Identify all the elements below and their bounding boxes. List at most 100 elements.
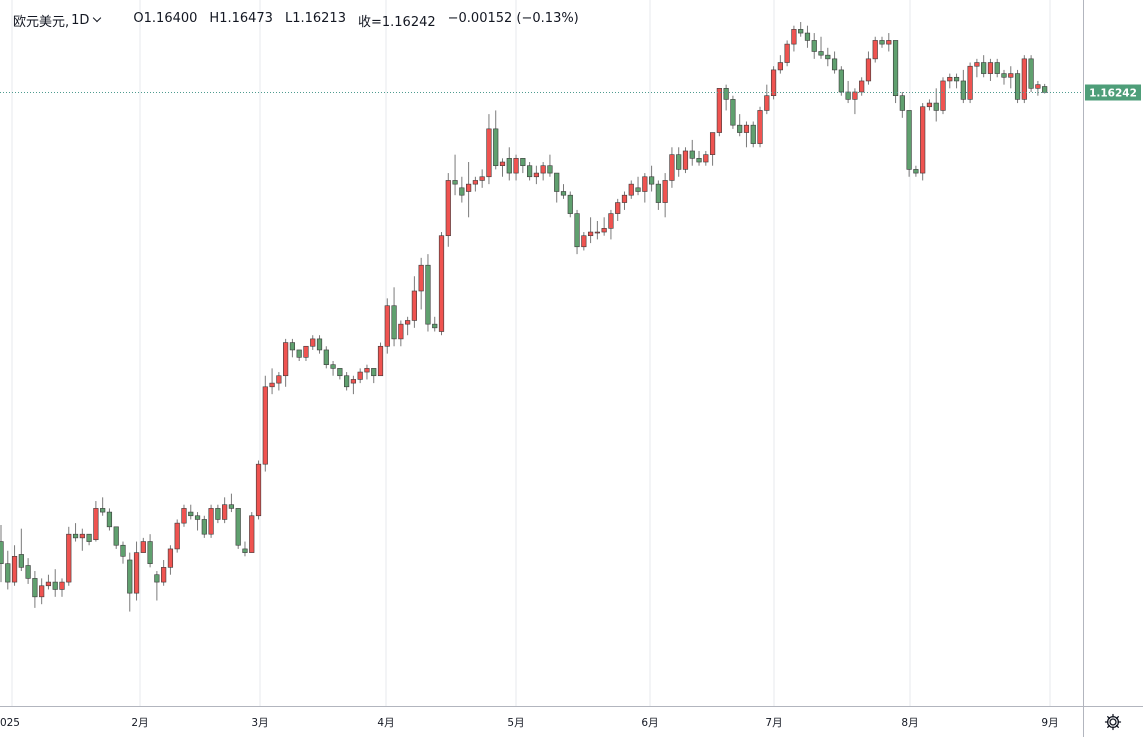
candle-body	[743, 124, 750, 133]
candle	[466, 162, 472, 218]
candle	[303, 345, 309, 362]
candle-body	[967, 65, 973, 100]
candle-body	[120, 544, 126, 557]
candle	[798, 22, 804, 37]
candle-body	[777, 62, 783, 71]
candle	[222, 497, 228, 524]
candle-body	[533, 172, 539, 178]
candle-body	[737, 124, 743, 133]
candle-body	[648, 176, 655, 185]
candle-body	[350, 379, 357, 384]
candle-body	[235, 508, 241, 546]
chart-settings-button[interactable]	[1100, 710, 1126, 734]
candle-body	[764, 95, 770, 111]
candle-body	[438, 235, 445, 332]
candle	[648, 165, 655, 192]
candle	[892, 40, 899, 104]
candle-body	[872, 40, 878, 60]
candle-body	[987, 62, 994, 74]
candle	[567, 191, 573, 218]
candle-body	[608, 213, 614, 229]
candle	[425, 254, 431, 332]
candle-body	[316, 338, 323, 351]
candle-body	[384, 305, 390, 347]
symbol-name[interactable]: 欧元美元,	[13, 14, 70, 30]
candle	[1021, 55, 1027, 104]
candle	[330, 361, 336, 376]
candle	[255, 460, 262, 520]
candle-body	[852, 91, 858, 100]
candle-body	[540, 165, 546, 174]
candle	[899, 92, 905, 118]
candle	[825, 47, 831, 67]
candle	[940, 77, 946, 115]
x-tick-label: 5月	[507, 717, 524, 729]
candle-body	[838, 69, 844, 93]
candle-body	[249, 515, 255, 553]
candle	[764, 84, 770, 115]
candle-body	[25, 565, 31, 579]
candle-body	[459, 187, 465, 196]
candle	[438, 232, 445, 336]
candle	[262, 375, 268, 472]
candle	[682, 147, 689, 174]
candle	[770, 66, 777, 100]
candle-body	[79, 533, 85, 539]
candle	[845, 80, 851, 104]
candle	[493, 110, 499, 170]
candle-body	[811, 40, 817, 52]
candle-body	[506, 158, 512, 174]
candle	[689, 139, 695, 166]
candle-body	[682, 150, 689, 170]
candle-body	[696, 158, 702, 163]
candle	[398, 320, 404, 347]
candle-body	[865, 58, 872, 82]
candle-body	[716, 88, 722, 133]
candle	[594, 220, 600, 240]
candle	[974, 58, 980, 78]
candle	[737, 114, 743, 137]
candle-body	[357, 371, 363, 380]
candle-body	[947, 76, 953, 82]
candle	[249, 512, 255, 553]
candle	[296, 349, 302, 362]
candle-body	[466, 183, 472, 192]
candle	[18, 528, 24, 572]
candle-body	[106, 511, 113, 528]
candle-body	[1008, 73, 1014, 78]
candle	[804, 25, 811, 48]
candle-body	[587, 231, 594, 237]
candle	[25, 558, 31, 584]
candle	[120, 541, 126, 564]
candle	[181, 504, 187, 527]
candle-body	[45, 581, 52, 587]
candle-body	[296, 349, 302, 358]
candle	[106, 508, 113, 531]
candle-body	[859, 80, 865, 93]
x-tick-label: 2月	[131, 717, 148, 729]
candle	[0, 524, 4, 583]
candle-body	[405, 320, 411, 325]
change-value: −0.00152 (−0.13%)	[447, 10, 579, 26]
candle	[926, 99, 933, 111]
candle-body	[953, 76, 960, 82]
candle-body	[493, 128, 499, 167]
open-value: O1.16400	[133, 10, 198, 26]
candle-body	[879, 40, 885, 45]
interval-selector[interactable]: 1D	[71, 13, 102, 28]
candle	[391, 287, 397, 347]
candle-body	[100, 508, 106, 513]
candle	[283, 338, 289, 387]
candle-body	[906, 110, 912, 170]
price-label: 1.16242	[1089, 88, 1137, 100]
candle	[39, 578, 45, 605]
candle-body	[228, 504, 235, 509]
candle	[703, 150, 709, 166]
candle	[133, 541, 140, 601]
candle	[357, 368, 363, 384]
candle	[1001, 69, 1007, 85]
candle	[818, 36, 824, 59]
candle-body	[262, 386, 268, 465]
